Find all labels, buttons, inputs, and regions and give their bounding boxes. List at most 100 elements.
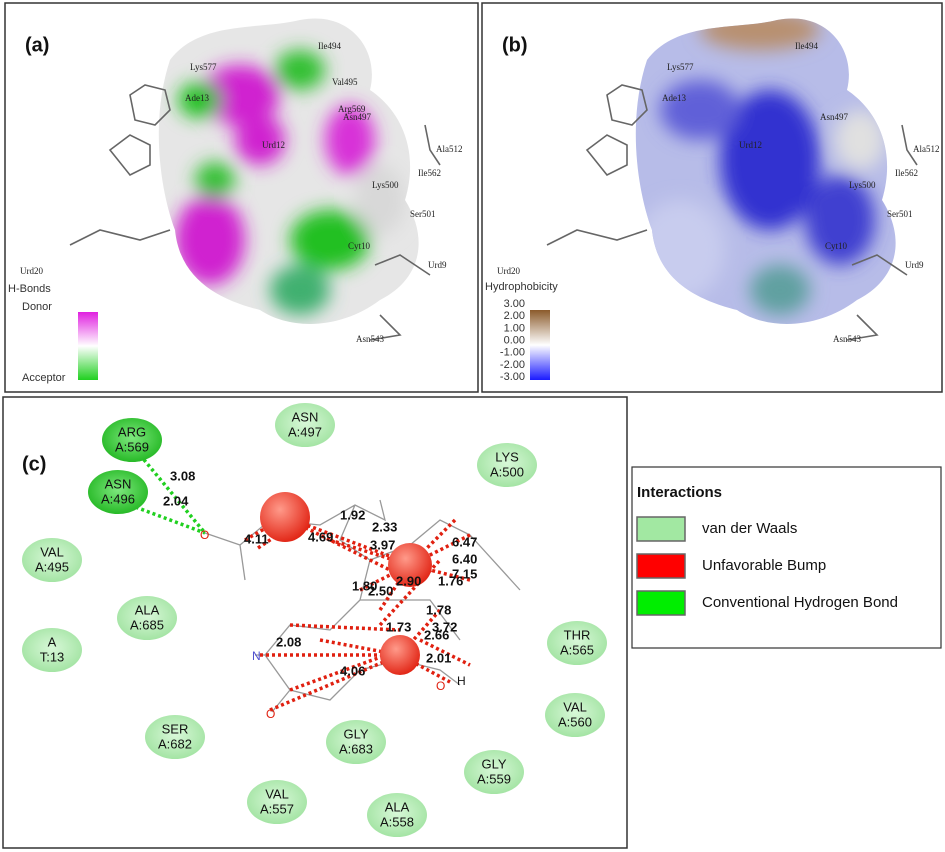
sticks (546, 84, 918, 341)
distance-label: 4.11 (244, 531, 269, 546)
legend-item: van der Waals (702, 520, 797, 537)
distance-label: 1.76 (438, 573, 463, 588)
residue-node (117, 596, 177, 640)
residue-node (547, 621, 607, 665)
atom-label: O (266, 707, 275, 721)
color-scale (78, 312, 98, 380)
residue-name: ASN (105, 476, 132, 491)
legend-swatch (636, 553, 686, 579)
residue-label: Ser501 (410, 209, 436, 219)
residue-id: A:682 (158, 736, 192, 751)
residue-name: GLY (481, 756, 506, 771)
distance-label: 3.72 (432, 619, 457, 634)
residue-label: Ile562 (895, 168, 918, 178)
scale-label: 2.00 (504, 310, 525, 322)
residue-label: Ile494 (318, 41, 341, 51)
residue-id: A:569 (115, 439, 149, 454)
legend-item: Conventional Hydrogen Bond (702, 594, 898, 611)
panel-a (4, 2, 479, 393)
residue-name: SER (162, 721, 189, 736)
residue-label: Urd9 (905, 260, 924, 270)
residue-label: Asn543 (833, 334, 862, 344)
distance-label: 2.04 (163, 493, 189, 508)
residue-id: A:560 (558, 714, 592, 729)
panel-label: (a) (25, 34, 49, 56)
residue-node (464, 750, 524, 794)
residue-name: VAL (40, 544, 64, 559)
residue-node (88, 470, 148, 514)
scale-label: 3.00 (504, 298, 525, 310)
residue-label: Ser501 (887, 209, 913, 219)
legend-bottom: Acceptor (22, 372, 66, 384)
residue-label: Arg569 (338, 104, 366, 114)
residue-name: ARG (118, 424, 146, 439)
bump-sphere (260, 492, 310, 542)
legend-item: Unfavorable Bump (702, 557, 826, 574)
residue-label: Lys577 (667, 62, 694, 72)
distance-label: 2.90 (396, 573, 421, 588)
residue-label: Ade13 (185, 93, 209, 103)
distance-label: 1.73 (386, 619, 411, 634)
residue-name: ASN (292, 409, 319, 424)
distance-label: 7.15 (452, 566, 477, 581)
distance-label: 1.92 (340, 507, 365, 522)
bump-sphere (380, 635, 420, 675)
residue-node (367, 793, 427, 837)
distance-label: 6.40 (452, 551, 477, 566)
residue-name: LYS (495, 449, 519, 464)
residue-label: Asn497 (820, 112, 849, 122)
scale-label: 1.00 (504, 322, 525, 334)
residue-label: Val495 (332, 77, 358, 87)
residue-name: ALA (135, 602, 160, 617)
scale-label: -3.00 (500, 371, 525, 383)
residue-label: Urd20 (20, 266, 43, 276)
residue-label: Urd12 (262, 140, 285, 150)
residue-label: Cyt10 (348, 241, 371, 251)
residue-node (545, 693, 605, 737)
residue-name: ALA (385, 799, 410, 814)
atom-label: O (200, 528, 209, 542)
scale-label: -1.00 (500, 347, 525, 359)
residue-label: Asn543 (356, 334, 385, 344)
residue-node (275, 403, 335, 447)
residue-label: Lys577 (190, 62, 217, 72)
hbond-lines (129, 453, 207, 535)
distance-label: 6.47 (452, 534, 477, 549)
atom-label: N (252, 649, 261, 663)
residue-label: Ile562 (418, 168, 441, 178)
residue-id: A:496 (101, 491, 135, 506)
residue-node (326, 720, 386, 764)
residue-node (22, 538, 82, 582)
residue-name: THR (564, 627, 591, 642)
atom-label: H (457, 674, 466, 688)
distance-label: 2.50 (368, 583, 393, 598)
legend-swatch (636, 516, 686, 542)
panel-label: (c) (22, 453, 46, 475)
residue-label: Urd20 (497, 266, 520, 276)
legend-title: Hydrophobicity (485, 281, 558, 293)
distance-label: 3.97 (370, 537, 395, 552)
distance-label: 3.08 (170, 468, 195, 483)
residue-name: VAL (563, 699, 587, 714)
panel-b (481, 2, 943, 393)
bump-sphere (388, 543, 432, 587)
distance-label: 1.80 (352, 578, 377, 593)
legend-title: H-Bonds (8, 283, 51, 295)
residue-node (145, 715, 205, 759)
distance-label: 2.01 (426, 650, 451, 665)
residue-node (247, 780, 307, 824)
residue-label: Asn497 (343, 112, 372, 122)
residue-label: Ile494 (795, 41, 818, 51)
residue-id: A:683 (339, 741, 373, 756)
residue-id: A:495 (35, 559, 69, 574)
residue-id: T:13 (40, 649, 65, 664)
residue-name: GLY (343, 726, 368, 741)
legend-top: Donor (22, 301, 52, 313)
distance-label: 1.78 (426, 602, 451, 617)
distance-label: 4.69 (308, 529, 333, 544)
distance-label: 4.06 (340, 663, 365, 678)
residue-id: A:559 (477, 771, 511, 786)
residue-label: Urd12 (739, 140, 762, 150)
scale-label: 0.00 (504, 335, 525, 347)
